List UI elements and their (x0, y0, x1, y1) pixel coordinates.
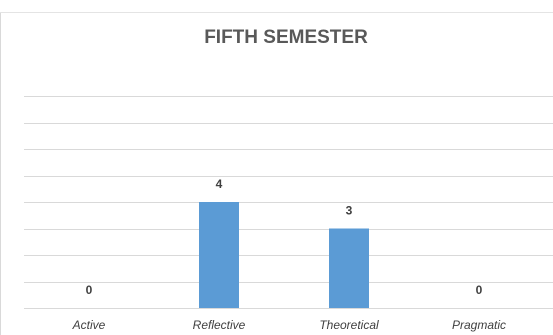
data-label-theoretical: 3 (346, 204, 353, 218)
gridlines (24, 96, 553, 309)
data-labels: 0 4 3 0 (86, 177, 483, 297)
x-axis-tick-labels: Active Reflective Theoretical Pragmatic (72, 318, 506, 332)
bar-reflective (199, 202, 239, 308)
x-tick-label-active: Active (72, 318, 106, 332)
data-label-pragmatic: 0 (476, 283, 483, 297)
chart-title: FIFTH SEMESTER (204, 27, 368, 48)
x-tick-label-reflective: Reflective (193, 318, 246, 332)
bars (199, 202, 369, 308)
x-tick-label-pragmatic: Pragmatic (452, 318, 506, 332)
x-tick-label-theoretical: Theoretical (319, 318, 379, 332)
data-label-active: 0 (86, 283, 93, 297)
data-label-reflective: 4 (216, 177, 223, 191)
bar-theoretical (329, 228, 369, 308)
